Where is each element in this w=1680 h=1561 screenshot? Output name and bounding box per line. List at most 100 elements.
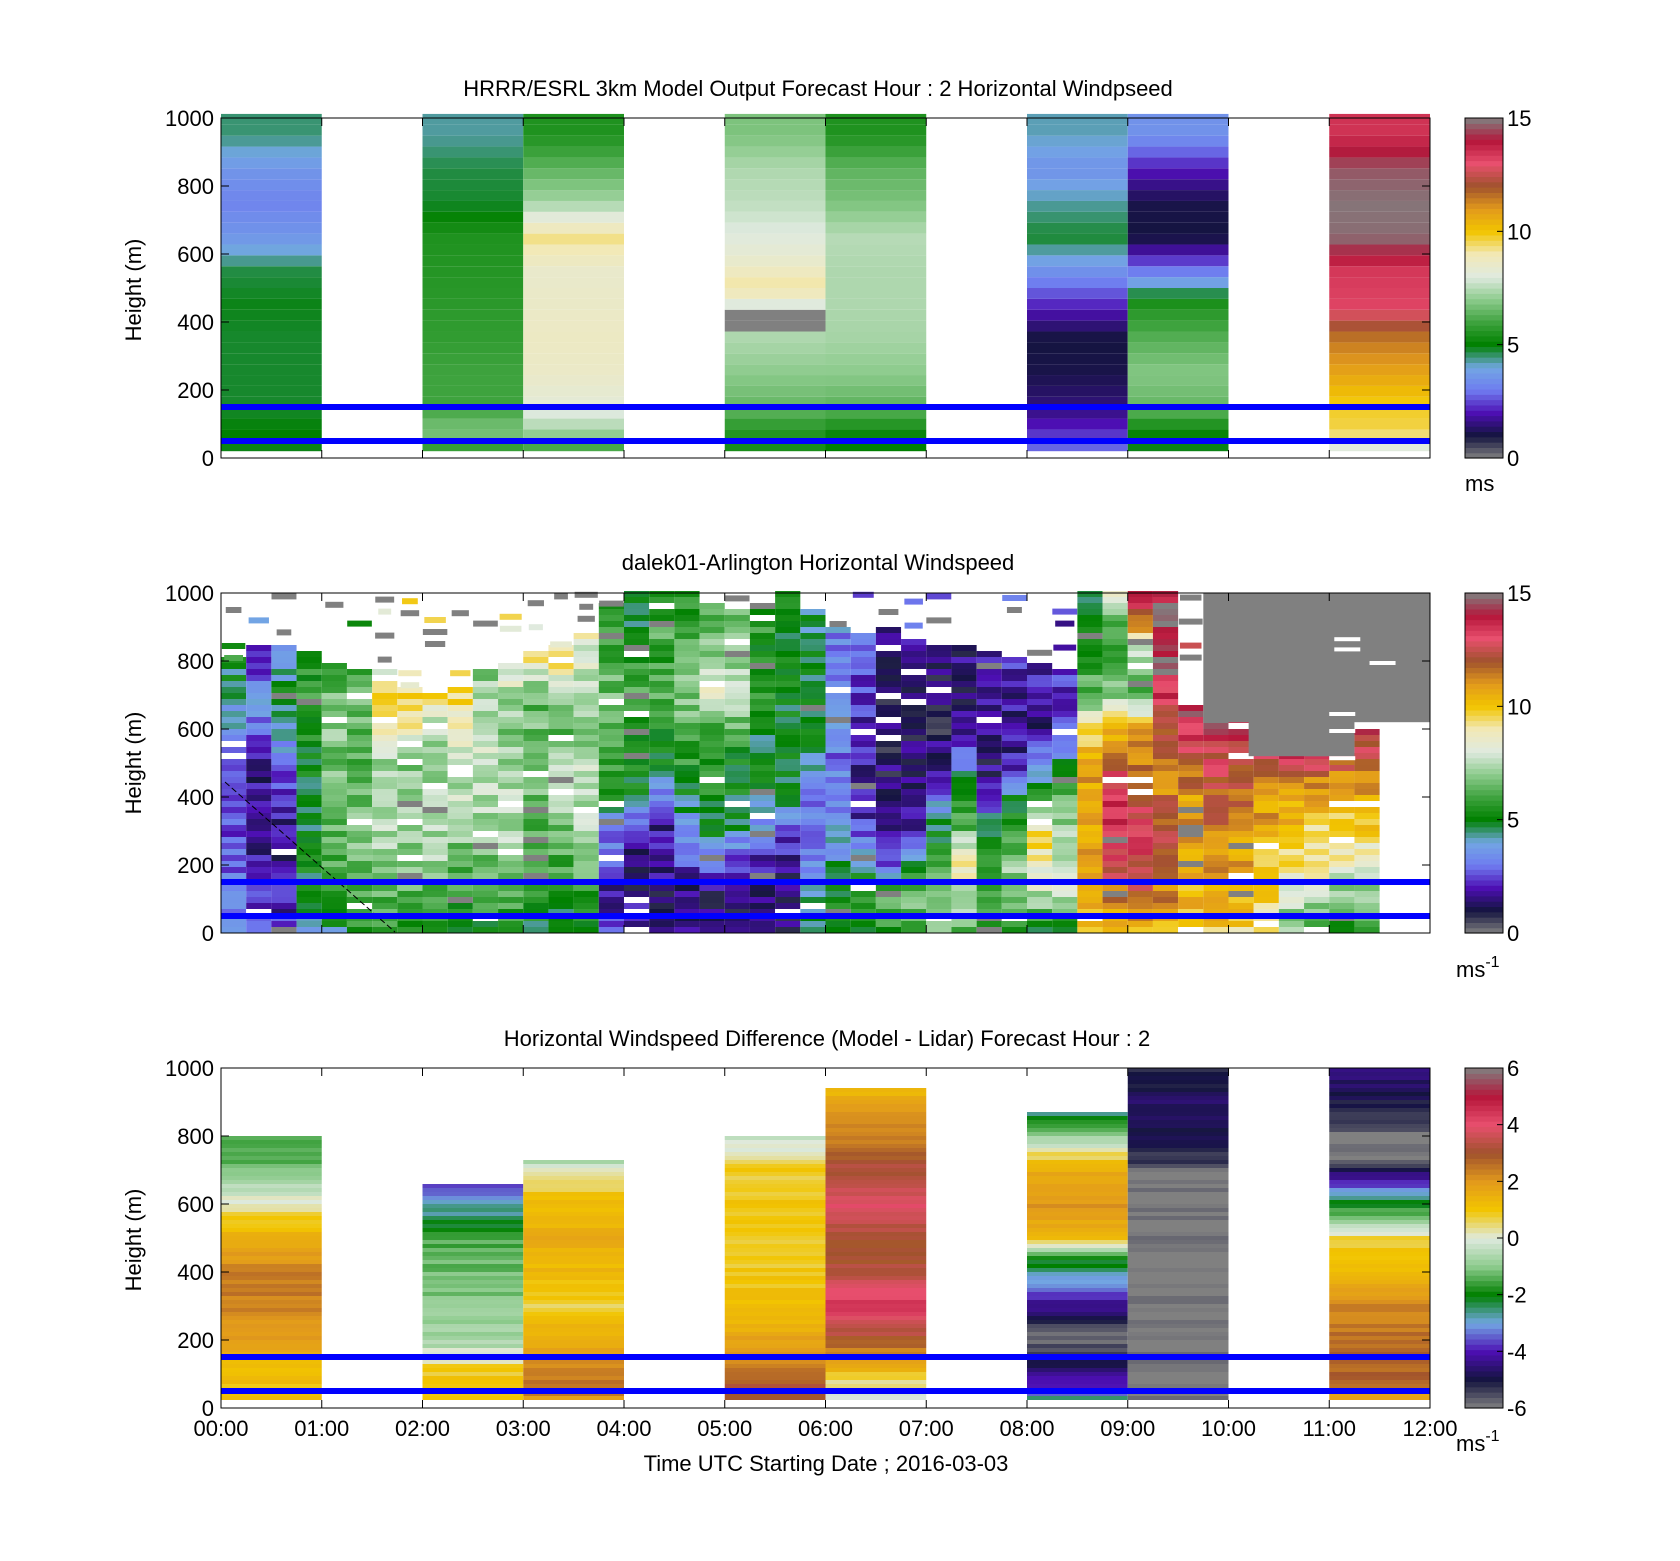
- difference-cell: [825, 1096, 927, 1100]
- lidar-cell: [598, 663, 624, 669]
- lidar-cell: [1001, 765, 1027, 771]
- lidar-cell: [800, 669, 826, 675]
- lidar-cell: [800, 753, 826, 759]
- difference-cell: [724, 1232, 826, 1236]
- lidar-cell: [346, 675, 373, 681]
- lidar-cell: [372, 825, 398, 831]
- lidar-cell: [422, 795, 448, 801]
- lidar-cell: [1152, 921, 1179, 927]
- lidar-cell: [296, 663, 322, 669]
- lidar-cell: [1077, 681, 1103, 687]
- colorbar-segment: [1465, 725, 1503, 732]
- lidar-cell: [775, 861, 801, 867]
- y-tick-label: 800: [177, 174, 214, 199]
- lidar-cell: [1329, 843, 1355, 849]
- lidar-cell: [749, 819, 776, 825]
- lidar-cell: [246, 657, 272, 663]
- lidar-cell: [1052, 783, 1078, 789]
- lidar-cell: [749, 663, 776, 669]
- model-cell: [825, 418, 927, 430]
- model-cell: [422, 288, 524, 299]
- lidar-cell: [296, 825, 322, 831]
- model-cell: [1027, 244, 1128, 256]
- lidar-cell: [1329, 825, 1355, 831]
- lidar-cell: [674, 633, 700, 639]
- lidar-cell: [850, 663, 876, 669]
- model-cell: [221, 222, 322, 234]
- lidar-cell: [825, 753, 851, 759]
- lidar-cell: [951, 645, 977, 651]
- lidar-column: [1001, 595, 1027, 933]
- lidar-cell: [447, 729, 473, 735]
- lidar-cell: [1052, 873, 1078, 879]
- lidar-cell: [850, 741, 876, 747]
- difference-cell: [1027, 1212, 1128, 1216]
- lidar-cell: [447, 807, 473, 813]
- lidar-cell: [850, 789, 876, 795]
- colorbar-segment: [1465, 1089, 1503, 1096]
- lidar-cell: [724, 831, 750, 837]
- lidar-cell: [901, 837, 927, 843]
- reference-lines: [221, 879, 1430, 919]
- lidar-cell: [246, 765, 272, 771]
- lidar-cell: [1228, 747, 1254, 753]
- difference-cell: [1127, 1340, 1229, 1344]
- lidar-cell: [1077, 807, 1103, 813]
- lidar-cell: [1077, 771, 1103, 777]
- lidar-cell: [1102, 897, 1128, 903]
- lidar-cell: [447, 753, 473, 759]
- lidar-speckle: [1006, 607, 1022, 613]
- lidar-cell: [800, 807, 826, 813]
- lidar-cell: [850, 843, 876, 849]
- lidar-speckle: [725, 595, 750, 602]
- lidar-cell: [296, 729, 322, 735]
- lidar-cell: [624, 837, 650, 843]
- lidar-cell: [699, 687, 725, 693]
- lidar-cell: [346, 789, 373, 795]
- lidar-cell: [1077, 663, 1103, 669]
- lidar-cell: [674, 759, 700, 765]
- lidar-cell: [598, 735, 624, 741]
- lidar-cell: [523, 921, 549, 927]
- lidar-cell: [901, 891, 927, 897]
- lidar-cell: [1354, 807, 1380, 813]
- lidar-cell: [346, 723, 373, 729]
- lidar-cell: [523, 813, 549, 819]
- lidar-cell: [271, 891, 297, 897]
- colorbar-segment: [1465, 1397, 1503, 1404]
- colorbar-segment: [1465, 1115, 1503, 1122]
- lidar-cell: [775, 645, 801, 651]
- colorbar-segment: [1465, 1083, 1503, 1090]
- lidar-cell: [976, 909, 1002, 915]
- difference-cell: [422, 1188, 524, 1192]
- lidar-cell: [1027, 873, 1053, 879]
- difference-cell: [825, 1236, 927, 1240]
- lidar-cell: [498, 687, 524, 693]
- lidar-cell: [246, 687, 272, 693]
- lidar-cell: [1077, 705, 1103, 711]
- model-cell: [422, 353, 524, 365]
- lidar-cell: [1102, 735, 1128, 741]
- lidar-cell: [825, 927, 851, 933]
- lidar-cell: [1127, 729, 1153, 735]
- difference-cell: [724, 1316, 826, 1320]
- colorbar-segment: [1465, 277, 1503, 284]
- colorbar-segment: [1465, 1131, 1503, 1138]
- lidar-cell: [548, 693, 574, 699]
- lidar-cell: [976, 711, 1002, 717]
- difference-cell: [523, 1380, 624, 1384]
- lidar-column: [523, 600, 549, 933]
- lidar-cell: [926, 717, 952, 723]
- lidar-cell: [951, 663, 977, 669]
- lidar-cell: [649, 705, 675, 711]
- colorbar-segment: [1465, 272, 1503, 278]
- model-cell: [221, 244, 322, 256]
- lidar-cell: [875, 633, 902, 639]
- model-column: [1329, 113, 1430, 452]
- difference-cell: [523, 1372, 624, 1376]
- lidar-cell: [624, 633, 650, 639]
- lidar-cell: [649, 669, 675, 675]
- lidar-cell: [573, 813, 599, 819]
- colorbar-segment: [1465, 1110, 1503, 1117]
